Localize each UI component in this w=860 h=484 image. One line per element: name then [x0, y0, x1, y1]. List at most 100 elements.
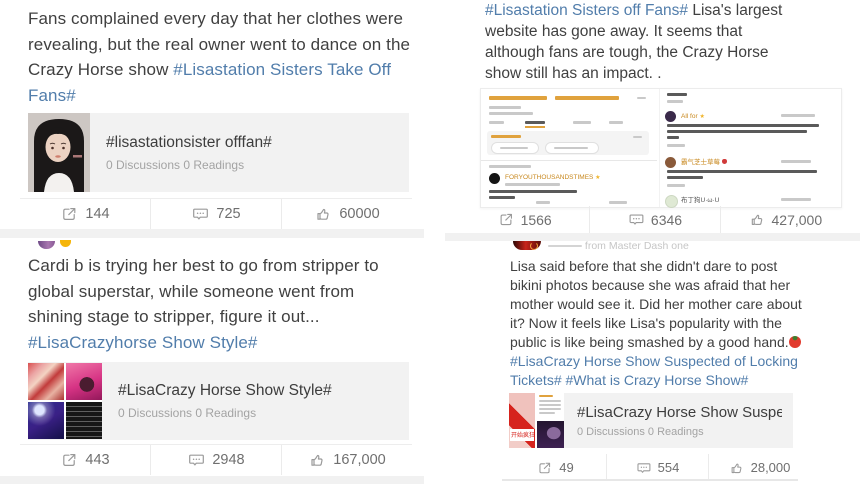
tab-bar: [573, 121, 591, 124]
thumbnail-text-screenshot: [537, 393, 564, 419]
cropped-avatar: [513, 241, 541, 250]
like-button[interactable]: 60000: [281, 199, 412, 229]
thumbnail-blue-spotlight: [28, 402, 64, 439]
star-icon: ★: [595, 175, 601, 181]
post-text: Cardi b is trying her best to go from st…: [28, 253, 411, 355]
like-button[interactable]: 167,000: [281, 445, 412, 475]
share-button[interactable]: 443: [20, 445, 150, 475]
emoji-fragment: [60, 240, 71, 247]
more-dots: [633, 136, 642, 138]
commenter-avatar: [665, 195, 678, 208]
thumbnail-red-scene: [28, 363, 64, 400]
section-bar: [489, 165, 531, 168]
comment-button[interactable]: 725: [150, 199, 281, 229]
hashtag-bar: [489, 96, 547, 100]
comment-text-bar: [667, 130, 807, 133]
commenter-username: 布丁狗U·ω·U: [681, 197, 720, 204]
comment-text-bar: [667, 93, 687, 96]
comment-icon: [629, 214, 644, 225]
share-icon: [63, 208, 76, 220]
pill-button: [545, 142, 599, 154]
comment-count: 554: [657, 460, 680, 475]
separator: [0, 476, 424, 484]
separator: [0, 229, 424, 238]
comment-text-bar: [489, 190, 577, 193]
topic-title: #lisastationsister offfan#: [106, 133, 272, 151]
share-button[interactable]: 49: [505, 454, 606, 481]
source-text: from Master Dash one: [584, 240, 689, 252]
topic-thumbnail-collage: [28, 363, 102, 439]
comment-text-bar: [667, 170, 817, 173]
like-count-bar: [667, 184, 685, 187]
like-count: 28,000: [750, 460, 791, 475]
topic-meta: 0 Discussions 0 Readings: [106, 157, 245, 172]
commenter-username: All for ★: [681, 113, 705, 120]
comment-text-bar: [489, 196, 515, 199]
right-column: #Lisastation Sisters off Fans# Lisa's la…: [430, 0, 860, 484]
hashtag-link[interactable]: #LisaCrazy Horse Show Suspected of Locki…: [510, 353, 798, 388]
commenter-username: FORYOUTHOUSANDSTIMES ★: [505, 174, 601, 181]
comment-icon: [189, 454, 205, 466]
embedded-screenshot[interactable]: FORYOUTHOUSANDSTIMES ★ All for ★ 霸气芝士草莓 …: [480, 88, 842, 208]
lisa-avatar-image: [28, 113, 90, 192]
count-bar: [536, 201, 550, 204]
like-icon: [751, 214, 762, 225]
share-icon: [500, 213, 512, 226]
commenter-username: 霸气芝士草莓: [681, 159, 727, 166]
panel-divider: [659, 89, 660, 207]
tab-active-bar: [525, 120, 545, 124]
comment-text-bar: [667, 136, 679, 139]
post-text: Fans complained every day that her cloth…: [28, 6, 411, 108]
share-button[interactable]: 144: [20, 199, 150, 229]
like-icon: [317, 208, 329, 220]
comment-button[interactable]: 6346: [589, 206, 719, 233]
comment-icon: [193, 208, 209, 220]
repost-box: [487, 131, 649, 155]
star-icon: ★: [699, 114, 705, 120]
like-button[interactable]: 427,000: [719, 206, 850, 233]
hashtag-link[interactable]: #What is Crazy Horse Show#: [565, 372, 749, 388]
count-bar: [609, 201, 627, 204]
meta-bar: [781, 114, 815, 117]
post-text-plain: Lisa said before that she didn't dare to…: [510, 258, 802, 350]
comment-button[interactable]: 554: [606, 454, 708, 481]
timestamp-bar: [548, 244, 582, 247]
hashtag-link[interactable]: #Lisastation Sisters off Fans#: [485, 2, 689, 19]
post-text-plain: Cardi b is trying her best to go from st…: [28, 256, 379, 326]
thumbnail-pink-stage: [66, 363, 102, 400]
tomato-emoji: [788, 336, 801, 348]
orange-bar: [491, 135, 521, 138]
thumbnail-purple-figure: [537, 421, 564, 448]
share-count: 49: [559, 460, 574, 475]
share-count: 144: [85, 206, 110, 222]
post-source: from Master Dash one: [548, 240, 689, 252]
topic-card[interactable]: #LisaCrazy Horse Show Style# 0 Discussio…: [28, 362, 409, 440]
pill-button: [491, 142, 539, 154]
divider: [481, 160, 657, 161]
separator: [502, 479, 798, 481]
topic-title: #LisaCrazy Horse Show Style#: [118, 382, 332, 399]
like-button[interactable]: 28,000: [708, 454, 810, 481]
stats-bar: 1566 6346 427,000: [460, 206, 850, 233]
topic-card[interactable]: 开始疯狂 #LisaCrazy Horse Show Suspected of …: [509, 393, 793, 448]
avatar-fragment: [38, 241, 55, 249]
meta-bar: [781, 198, 811, 201]
topic-meta: 0 Discussions 0 Readings: [118, 406, 257, 420]
share-button[interactable]: 1566: [460, 206, 589, 233]
comment-text-bar: [667, 176, 703, 179]
commenter-avatar: [665, 157, 676, 168]
separator: [445, 233, 860, 241]
like-count: 60000: [339, 206, 380, 222]
meta-bar: [489, 112, 533, 115]
like-count-bar: [667, 144, 685, 147]
comment-icon: [637, 462, 651, 473]
tab-underline: [525, 126, 545, 128]
topic-title: #LisaCrazy Horse Show Suspected of L...: [577, 403, 782, 421]
hashtag-link[interactable]: #LisaCrazyhorse Show Style#: [28, 332, 258, 352]
comment-button[interactable]: 2948: [150, 445, 281, 475]
topic-card[interactable]: #lisastationsister offfan# 0 Discussions…: [28, 113, 409, 192]
left-column: Fans complained every day that her cloth…: [0, 6, 424, 484]
meta-bar: [781, 160, 811, 163]
hashtag-link[interactable]: #Lisastation Sisters Take Off Fans#: [28, 60, 392, 105]
comment-count: 2948: [212, 452, 245, 468]
